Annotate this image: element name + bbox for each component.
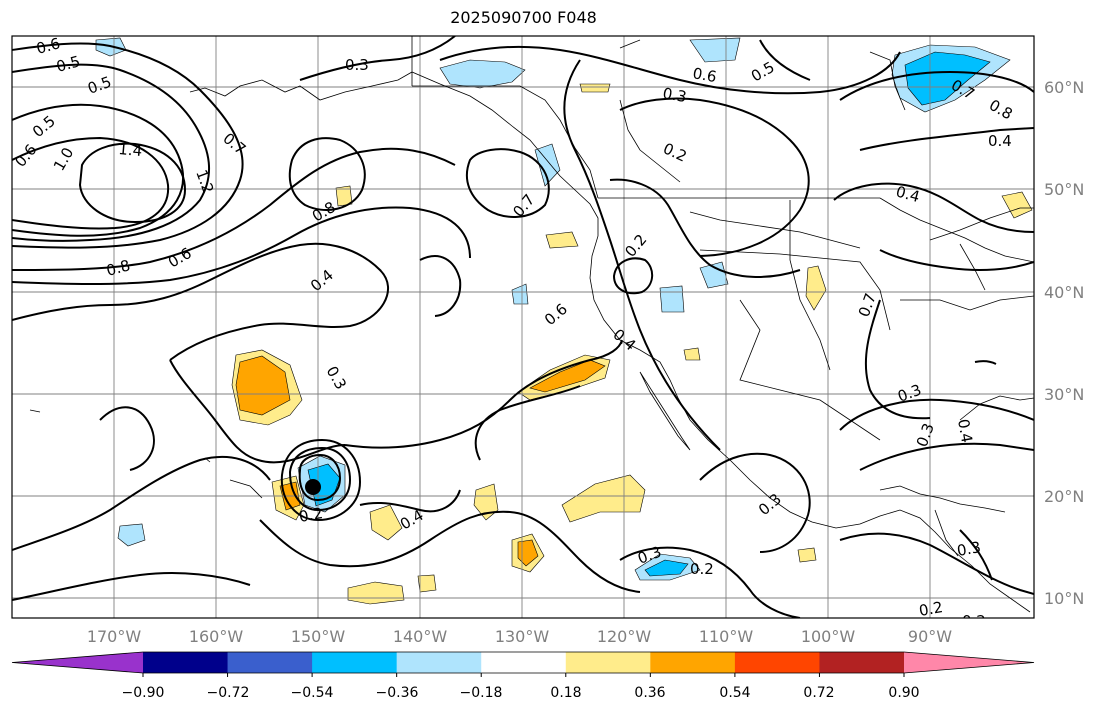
lon-label-170w: 170°W [87,627,142,646]
coastlines [29,36,1034,613]
cbar-tick-label: 0.36 [634,685,665,701]
shade-blue-alaska [439,59,526,89]
shaded-anomalies [95,37,1033,605]
lon-label-90w: 90°W [908,627,952,646]
colorbar-segment [227,652,313,673]
contour-label: 0.3 [661,84,688,106]
shade-blue-east-pac-deep [644,559,689,577]
shade-blue-small [117,523,146,547]
cbar-tick-label: −0.90 [122,685,165,701]
shade-yellow-s1 [369,504,403,541]
contour-label: 0.4 [954,418,976,445]
shade-yellow-small4 [579,83,611,93]
contour-label: 0.5 [54,52,82,76]
map-panel: 0.6 0.5 0.5 0.3 0.3 0.6 0.5 0.7 0.8 0.4 … [12,34,1034,630]
shade-blue-pac [659,285,685,313]
shade-yellow-s4 [347,581,405,605]
lon-label-100w: 100°W [801,627,856,646]
lon-label-140w: 140°W [393,627,448,646]
shade-yellow-gl [1001,191,1033,219]
shade-yellow-canada [545,231,579,249]
contour-lines [12,36,1034,618]
cbar-tick-label: −0.72 [207,685,250,701]
longitude-labels: 170°W 160°W 150°W 140°W 130°W 120°W 110°… [87,627,952,646]
cbar-tick-label: 0.90 [888,685,919,701]
colorbar-segment [650,652,736,673]
contour-label: 0.4 [988,132,1012,150]
colorbar-segment [734,652,820,673]
contour-label: 0.8 [104,256,132,280]
lat-label-60n: 60°N [1044,78,1084,97]
contour-label: 0.2 [962,612,986,630]
colorbar-extend-max [904,652,1034,673]
lon-label-110w: 110°W [699,627,754,646]
shade-yellow-small2 [335,185,353,207]
contour-label: 0.2 [918,598,945,620]
lat-label-40n: 40°N [1044,283,1084,302]
shade-blue-canada [534,143,561,187]
shade-yellow-small1 [683,347,701,361]
cbar-tick-label: 0.72 [803,685,834,701]
shade-blue-top [689,37,741,63]
contour-label: 0.2 [690,560,714,578]
contour-label: 0.6 [691,64,718,86]
shade-blue-hudson-deep [904,51,991,106]
contour-label: 0.3 [956,538,983,560]
colorbar-segment [312,652,398,673]
shade-yellow-plains [805,265,827,311]
colorbar-segment [481,652,567,673]
colorbar-segment [819,652,905,673]
lon-label-120w: 120°W [597,627,652,646]
chart-title: 2025090700 F048 [450,8,597,27]
lon-label-130w: 130°W [495,627,550,646]
colorbar-segment [143,652,229,673]
shade-blue-sw-us [699,261,729,289]
cbar-tick-label: −0.36 [376,685,419,701]
colorbar-extend-min [12,652,143,673]
cbar-tick-label: 0.18 [550,685,581,701]
shade-orange-s3 [517,539,539,567]
colorbar [11,651,1035,677]
cbar-tick-label: 0.54 [719,685,750,701]
cbar-tick-label: −0.54 [291,685,334,701]
lat-label-50n: 50°N [1044,180,1084,199]
colorbar-segment [565,652,651,673]
lat-label-30n: 30°N [1044,385,1084,404]
lat-label-10n: 10°N [1044,589,1084,608]
shade-blue-pac2 [511,283,529,305]
lat-label-20n: 20°N [1044,487,1084,506]
contour-label: 0.4 [894,182,922,206]
shade-yellow-small3 [797,547,817,563]
lon-label-160w: 160°W [189,627,244,646]
contour-label: 0.6 [34,34,62,58]
contour-label: 0.2 [298,504,325,526]
shade-yellow-s5 [417,574,437,593]
cbar-tick-label: −0.18 [460,685,503,701]
colorbar-segment [396,652,482,673]
shade-yellow-s2 [473,483,499,521]
colorbar-tick-labels: −0.90 −0.72 −0.54 −0.36 −0.18 0.18 0.36 … [122,685,920,701]
map-frame [11,35,1035,619]
contour-label: 1.4 [118,140,143,160]
shade-orange-central-pac [235,355,291,416]
contour-label: 0.3 [345,56,369,74]
lon-label-150w: 150°W [291,627,346,646]
storm-center-marker [305,479,321,495]
graticule [12,36,1034,618]
latitude-labels: 60°N 50°N 40°N 30°N 20°N 10°N [1044,78,1084,608]
shade-orange-baja [529,359,606,393]
